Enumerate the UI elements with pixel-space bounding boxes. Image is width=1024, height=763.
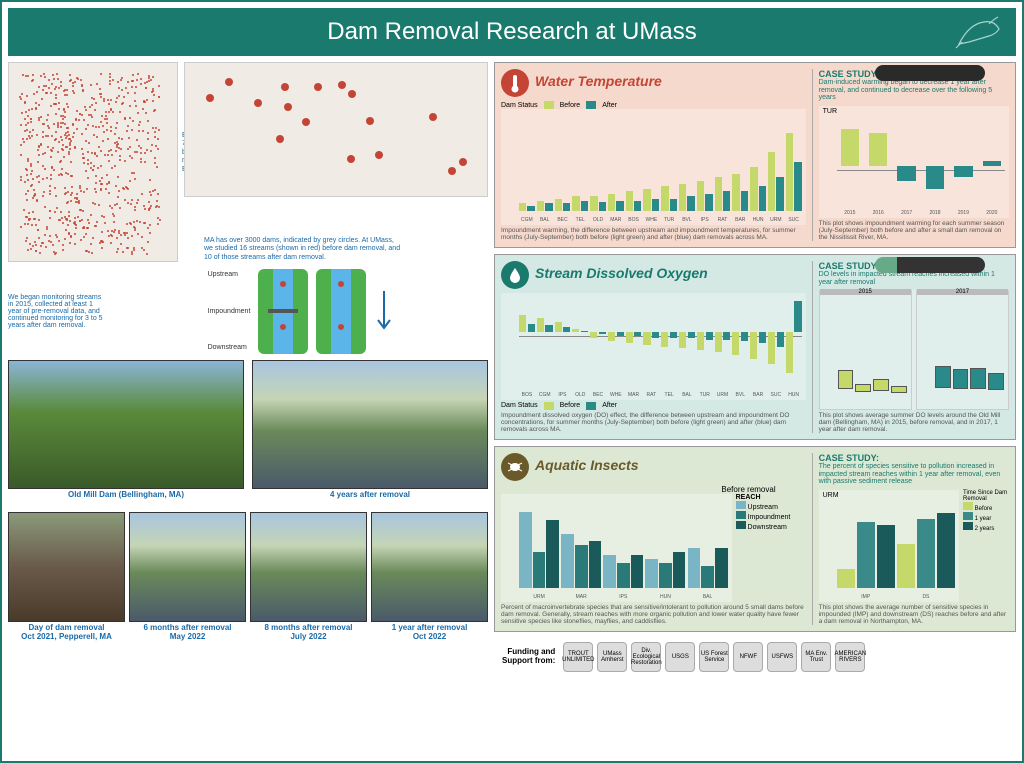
insects-case-desc: The percent of species sensitive to poll… [819, 463, 1009, 486]
left-column: Each dot represents one of 7,000+ docume… [8, 62, 488, 755]
poster-title: Dam Removal Research at UMass [327, 18, 696, 46]
insects-case-title: CASE STUDY: [819, 453, 1009, 463]
photo-caption: 1 year after removal Oct 2022 [371, 622, 488, 642]
photos-top: Old Mill Dam (Bellingham, MA) 4 years aft… [8, 360, 488, 500]
temp-legend-title: Dam Status [501, 102, 538, 109]
funding-label: Funding and Support from: [502, 648, 555, 666]
sponsor-logo: TROUT UNLIMITED [563, 642, 593, 672]
do-legend-after: After [602, 402, 617, 409]
reach-title: REACH [736, 494, 806, 501]
photo-bottom-3: 1 year after removal Oct 2022 [371, 512, 488, 642]
insects-subtitle: Before removal [501, 485, 806, 494]
insects-time-legend: Time Since Dam Removal Before 1 year 2 y… [963, 490, 1009, 602]
temp-chart: CGMBALBECTELOLDMARBOSWHETURBVLIPSRATBARH… [501, 109, 806, 225]
label-impoundment: Impoundment [208, 308, 251, 315]
thermometer-icon [501, 69, 529, 97]
legend-after: After [602, 102, 617, 109]
photo-caption: Old Mill Dam (Bellingham, MA) [8, 489, 244, 500]
right-column: Water Temperature Dam Status Before Afte… [494, 62, 1016, 755]
photo-bottom-0: Day of dam removal Oct 2021, Pepperell, … [8, 512, 125, 642]
insects-case: CASE STUDY: The percent of species sensi… [812, 453, 1009, 625]
photo-bottom-1: 6 months after removal May 2022 [129, 512, 246, 642]
massachusetts-map: Each dot represents one of 7,000+ docume… [184, 62, 488, 262]
sponsor-logo: USGS [665, 642, 695, 672]
funding-footer: Funding and Support from: TROUT UNLIMITE… [494, 638, 1016, 676]
diagram-row: We began monitoring streams in 2015, col… [8, 266, 488, 356]
water-temperature-panel: Water Temperature Dam Status Before Afte… [494, 62, 1016, 248]
photos-bottom: Day of dam removal Oct 2021, Pepperell, … [8, 512, 488, 642]
monitoring-note: We began monitoring streams in 2015, col… [8, 266, 108, 356]
insects-case-chart: URMIMPDS [819, 490, 959, 602]
sponsor-logo: US Forest Service [699, 642, 729, 672]
temp-case-caption: This plot shows impoundment warming for … [819, 218, 1009, 241]
insects-chart: URMMARIPSHUNBAL [501, 494, 732, 602]
body: Each dot represents one of 7,000+ docume… [2, 62, 1022, 761]
do-legend-title: Dam Status [501, 402, 538, 409]
maps-row: Each dot represents one of 7,000+ docume… [8, 62, 488, 262]
sponsor-logo: MA Env. Trust [801, 642, 831, 672]
do-legend-before: Before [560, 402, 581, 409]
label-downstream: Downstream [208, 344, 251, 351]
do-case-caption: This plot shows average summer DO levels… [819, 410, 1009, 433]
temp-case: CASE STUDY: Dam-induced warming began to… [812, 69, 1009, 241]
title-bar: Dam Removal Research at UMass [8, 8, 1016, 56]
do-legend: Dam Status Before After [501, 402, 806, 410]
sponsor-logo: Div. Ecological Restoration [631, 642, 661, 672]
insects-title: Aquatic Insects [535, 457, 638, 473]
do-chart: BOSCGMIPSOLDBECWHEMARRATTELBALTURURMBVLB… [501, 293, 806, 400]
temp-caption: Impoundment warming, the difference betw… [501, 225, 806, 241]
fish-icon [954, 14, 1004, 55]
water-drop-icon [501, 261, 529, 289]
do-case-desc: DO levels in impacted stream reaches inc… [819, 271, 1009, 286]
label-upstream: Upstream [208, 271, 251, 278]
do-title: Stream Dissolved Oxygen [535, 265, 708, 281]
insects-caption: Percent of macroinvertebrate species tha… [501, 602, 806, 625]
temp-title: Water Temperature [535, 73, 662, 89]
new-england-map [8, 62, 178, 262]
bug-icon [501, 453, 529, 481]
ma-map-note: MA has over 3000 dams, indicated by grey… [204, 237, 404, 262]
sponsor-logo: USFWS [767, 642, 797, 672]
do-caption: Impoundment dissolved oxygen (DO) effect… [501, 410, 806, 433]
legend-before: Before [560, 102, 581, 109]
sponsor-logo: UMass Amherst [597, 642, 627, 672]
temp-case-chart: TUR201520162017201820192020 [819, 106, 1009, 218]
photo-caption: 6 months after removal May 2022 [129, 622, 246, 642]
do-case-chart: 20152017 [819, 290, 1009, 409]
stream-diagram: Upstream Impoundment Downstream [114, 266, 488, 356]
temp-case-desc: Dam-induced warming began to decrease 1 … [819, 79, 1009, 102]
poster: Dam Removal Research at UMass Each dot r… [0, 0, 1024, 763]
sponsor-logo: NFWF [733, 642, 763, 672]
photo-top-0: Old Mill Dam (Bellingham, MA) [8, 360, 244, 500]
sponsor-logo: AMERICAN RIVERS [835, 642, 865, 672]
insects-main: Before removal URMMARIPSHUNBAL REACH Ups… [501, 453, 806, 625]
time-legend-title: Time Since Dam Removal [963, 490, 1009, 502]
temp-legend: Dam Status Before After [501, 101, 806, 109]
photo-top-1: 4 years after removal [252, 360, 488, 500]
do-sensor-icon [875, 257, 985, 273]
do-case: CASE STUDY: DO levels in impacted stream… [812, 261, 1009, 433]
insects-reach-legend: REACH Upstream Impoundment Downstream [736, 494, 806, 602]
photo-bottom-2: 8 months after removal July 2022 [250, 512, 367, 642]
photo-caption: 4 years after removal [252, 489, 488, 500]
photo-caption: Day of dam removal Oct 2021, Pepperell, … [8, 622, 125, 642]
insects-case-caption: This plot shows the average number of se… [819, 602, 1009, 625]
stream-before [258, 269, 308, 354]
aquatic-insects-panel: Aquatic Insects Before removal URMMARIPS… [494, 446, 1016, 632]
hobo-sensor-icon [875, 65, 985, 81]
arrow-down-icon [374, 286, 394, 336]
do-main: BOSCGMIPSOLDBECWHEMARRATTELBALTURURMBVLB… [501, 261, 806, 433]
photo-caption: 8 months after removal July 2022 [250, 622, 367, 642]
temp-main: Dam Status Before After CGMBALBECTELOLDM… [501, 69, 806, 241]
dissolved-oxygen-panel: Stream Dissolved Oxygen BOSCGMIPSOLDBECW… [494, 254, 1016, 440]
stream-after [316, 269, 366, 354]
